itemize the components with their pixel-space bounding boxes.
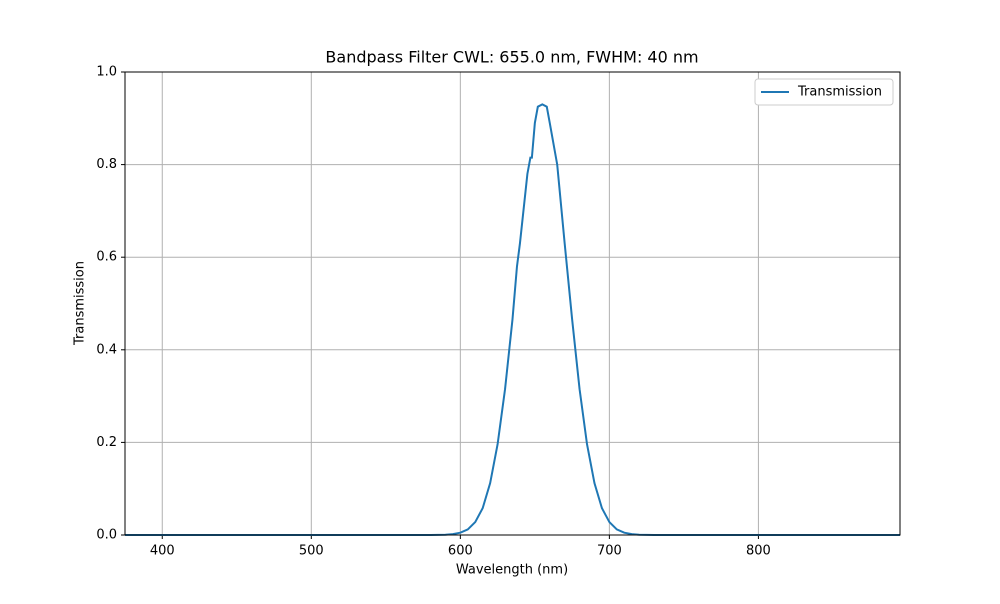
x-tick-label: 600 [448,544,473,559]
y-tick-label: 0.6 [96,250,117,265]
y-tick-label: 0.2 [96,435,117,450]
x-tick-label: 400 [150,544,175,559]
y-axis-label: Transmission [73,261,88,346]
plot-frame [124,71,901,536]
legend-box [754,78,894,106]
data-line [125,103,900,536]
y-tick-label: 0.0 [96,528,117,543]
x-tick-label: 500 [299,544,324,559]
x-axis-label: Wavelength (nm) [456,563,568,578]
y-tick-label: 0.8 [96,157,117,172]
chart-title: Bandpass Filter CWL: 655.0 nm, FWHM: 40 … [325,48,698,67]
y-tick-label: 0.4 [96,342,117,357]
y-tick-label: 1.0 [96,65,117,80]
x-tick-label: 800 [746,544,771,559]
legend-label: Transmission [797,85,882,100]
legend: Transmission [754,78,894,106]
x-tick-label: 700 [597,544,622,559]
